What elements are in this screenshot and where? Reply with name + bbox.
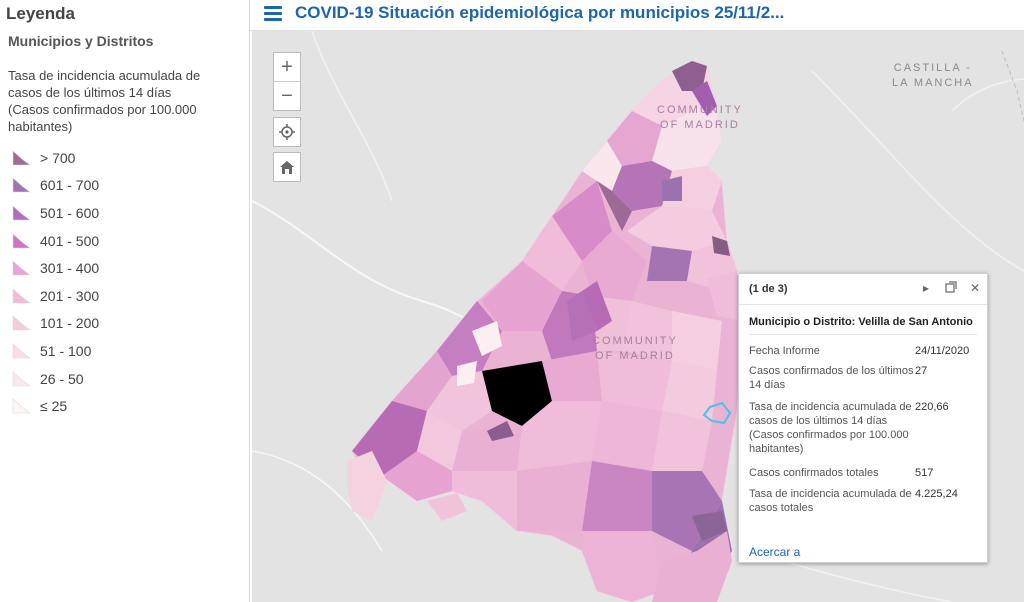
popup-field-row: Fecha Informe 24/11/2020 xyxy=(749,345,970,357)
close-popup-button[interactable]: ✕ xyxy=(970,281,980,295)
legend-item-label: > 700 xyxy=(40,149,76,166)
home-button[interactable] xyxy=(274,153,300,181)
zoom-control: + − xyxy=(273,52,301,111)
legend-item: ≤ 25 xyxy=(10,392,99,420)
dock-icon xyxy=(945,281,957,293)
next-feature-button[interactable]: ▸ xyxy=(923,281,930,295)
legend-item-label: 501 - 600 xyxy=(40,204,100,221)
region-label-community-top: COMMUNITY OF MADRID xyxy=(657,104,743,131)
legend-item: 301 - 400 xyxy=(10,254,99,282)
legend-item-label: 26 - 50 xyxy=(40,370,84,387)
zoom-in-button[interactable]: + xyxy=(281,55,293,78)
home-icon xyxy=(280,160,294,174)
legend-swatch xyxy=(12,150,31,166)
app-header: COVID-19 Situación epidemiológica por mu… xyxy=(250,0,1024,31)
dock-popup-button[interactable] xyxy=(945,281,957,296)
legend-swatch xyxy=(12,370,31,386)
legend-swatch xyxy=(12,232,31,248)
popup-field-row: Tasa de incidencia acumulada de casos de… xyxy=(749,401,949,455)
legend-swatch xyxy=(12,343,31,359)
region-label-community-center: COMMUNITY OF MADRID xyxy=(592,335,678,362)
legend-panel: Leyenda Municipios y Distritos Tasa de i… xyxy=(0,0,250,602)
popup-field-row: Tasa de incidencia acumulada de casos to… xyxy=(749,488,958,514)
legend-description: Tasa de incidencia acumulada de casos de… xyxy=(8,68,201,134)
legend-item-label: 51 - 100 xyxy=(40,342,92,359)
popup-title: Municipio o Distrito: Velilla de San Ant… xyxy=(749,316,973,328)
basemap xyxy=(252,31,1024,602)
legend-item: 601 - 700 xyxy=(10,172,99,200)
legend-item: 26 - 50 xyxy=(10,365,99,393)
legend-item: > 700 xyxy=(10,144,99,172)
legend-item-label: 401 - 500 xyxy=(40,232,100,249)
zoom-to-link[interactable]: Acercar a xyxy=(749,545,801,559)
zoom-out-button[interactable]: − xyxy=(281,84,293,107)
locate-control xyxy=(273,117,301,147)
info-popup: (1 de 3) ▸ ✕ Municipio o Distrito: Velil… xyxy=(738,273,988,563)
legend-swatch xyxy=(12,260,31,276)
legend-swatch xyxy=(12,205,31,221)
legend-item-label: 601 - 700 xyxy=(40,177,100,194)
legend-list: > 700 601 - 700 501 - 600 401 - 500 301 - 40… xyxy=(10,144,99,420)
legend-item: 101 - 200 xyxy=(10,310,99,338)
legend-swatch xyxy=(12,288,31,304)
menu-icon[interactable] xyxy=(264,6,282,22)
popup-pager: (1 de 3) xyxy=(749,283,788,295)
home-control xyxy=(273,152,301,182)
region-label-castilla: CASTILLA - LA MANCHA xyxy=(892,62,974,89)
legend-swatch xyxy=(12,398,31,414)
legend-item-label: ≤ 25 xyxy=(40,398,68,415)
legend-title: Leyenda xyxy=(6,4,75,23)
legend-layer-name: Municipios y Distritos xyxy=(8,33,154,49)
selected-municipality xyxy=(702,401,732,425)
popup-field-row: Casos confirmados totales 517 xyxy=(749,467,934,479)
legend-item: 51 - 100 xyxy=(10,337,99,365)
legend-swatch xyxy=(12,177,31,193)
popup-field-row: Casos confirmados de los últimos 14 días… xyxy=(749,365,928,391)
legend-item: 201 - 300 xyxy=(10,282,99,310)
legend-item: 401 - 500 xyxy=(10,227,99,255)
legend-item-label: 201 - 300 xyxy=(40,287,100,304)
legend-item: 501 - 600 xyxy=(10,199,99,227)
locate-icon xyxy=(279,124,295,140)
locate-button[interactable] xyxy=(274,118,300,146)
legend-item-label: 101 - 200 xyxy=(40,315,100,332)
legend-item-label: 301 - 400 xyxy=(40,260,100,277)
close-icon: ✕ xyxy=(970,281,981,295)
app-title: COVID-19 Situación epidemiológica por mu… xyxy=(295,3,785,22)
legend-swatch xyxy=(12,315,31,331)
